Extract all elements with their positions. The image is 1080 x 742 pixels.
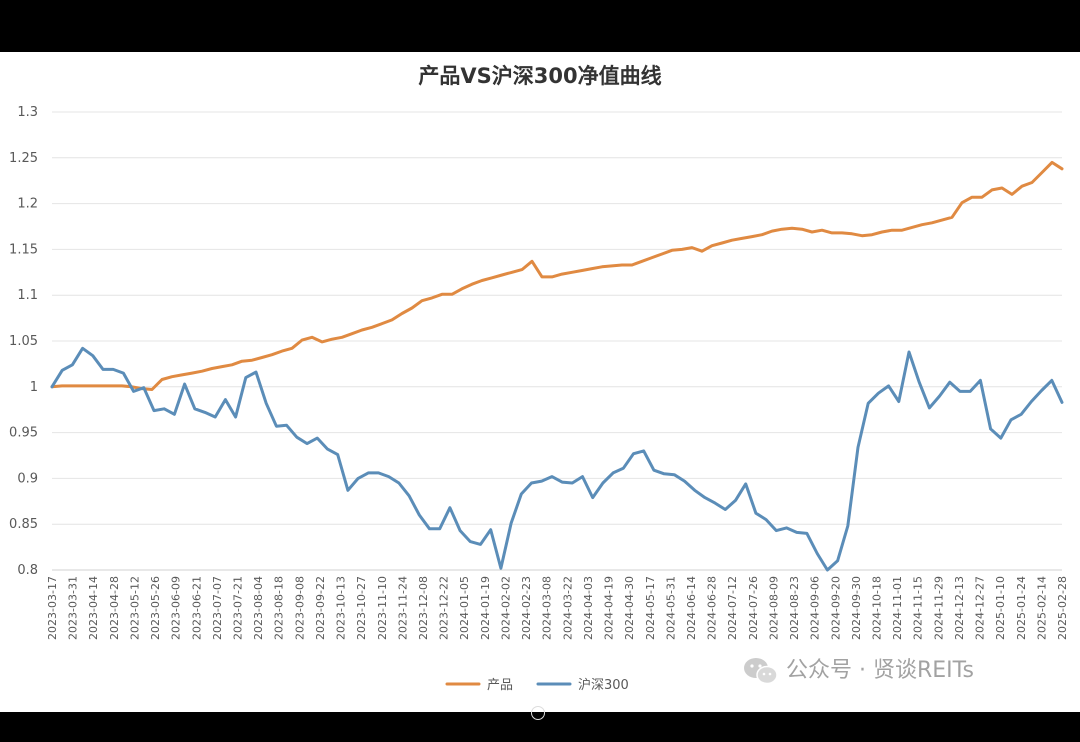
watermark: 公众号 · 贤谈REITs [744, 658, 974, 685]
x-tick-label: 2024-08-09 [767, 576, 780, 640]
x-tick-label: 2023-08-04 [252, 576, 265, 640]
top-black-band [0, 0, 1080, 52]
x-tick-label: 2023-06-09 [170, 576, 183, 640]
x-tick-label: 2024-03-22 [561, 576, 574, 640]
x-tick-label: 2024-05-17 [644, 576, 657, 640]
x-tick-label: 2023-11-10 [376, 576, 389, 640]
y-tick-label: 1.2 [17, 197, 38, 212]
x-tick-label: 2024-09-06 [809, 576, 822, 640]
y-tick-label: 0.85 [9, 517, 38, 532]
y-tick-label: 1.1 [17, 288, 38, 303]
x-tick-label: 2023-08-18 [273, 576, 286, 640]
x-tick-label: 2024-06-28 [706, 576, 719, 640]
bottom-circle-icon [531, 706, 545, 720]
series-lines [50, 160, 1064, 572]
y-tick-label: 1.15 [9, 242, 38, 257]
x-tick-label: 2024-01-05 [458, 576, 471, 640]
x-tick-label: 2023-09-08 [293, 576, 306, 640]
x-tick-label: 2023-07-07 [211, 576, 224, 640]
x-tick-label: 2024-07-26 [747, 576, 760, 640]
y-tick-label: 1.25 [9, 151, 38, 166]
x-tick-label: 2024-03-08 [541, 576, 554, 640]
chart-card [0, 52, 1080, 712]
y-tick-label: 1.3 [17, 105, 38, 120]
y-tick-label: 0.95 [9, 426, 38, 441]
y-tick-label: 1 [30, 380, 38, 395]
x-tick-label: 2023-05-12 [128, 576, 141, 640]
x-tick-label: 2023-11-24 [396, 576, 409, 640]
x-tick-label: 2023-03-31 [67, 576, 80, 640]
x-tick-label: 2025-02-28 [1056, 576, 1069, 640]
x-tick-label: 2025-02-14 [1035, 576, 1048, 640]
x-tick-label: 2023-07-21 [232, 576, 245, 640]
y-tick-label: 0.8 [17, 563, 38, 578]
x-tick-label: 2024-11-15 [912, 576, 925, 640]
x-tick-label: 2024-02-02 [499, 576, 512, 640]
x-tick-label: 2023-10-27 [355, 576, 368, 640]
y-axis-ticks: 1.3 1.25 1.2 1.15 1.1 1.05 1 0.95 0.9 0.85 0.8 [9, 105, 38, 578]
grid-lines [52, 111, 1062, 571]
x-tick-label: 2024-05-31 [664, 576, 677, 640]
x-tick-label: 2024-06-14 [685, 576, 698, 640]
x-tick-label: 2024-07-12 [726, 576, 739, 640]
x-tick-label: 2024-04-19 [603, 576, 616, 640]
legend-label: 产品 [487, 678, 513, 693]
x-tick-label: 2023-06-21 [190, 576, 203, 640]
x-tick-label: 2023-09-22 [314, 576, 327, 640]
legend: 产品 沪深300 [445, 677, 629, 693]
x-tick-label: 2024-10-18 [870, 576, 883, 640]
x-tick-label: 2024-04-30 [623, 576, 636, 640]
x-tick-label: 2025-01-24 [1015, 576, 1028, 640]
x-axis-ticks: 2023-03-17 2023-03-31 2023-04-14 2023-04-28… [46, 576, 1069, 640]
x-tick-label: 2023-04-28 [108, 576, 121, 640]
series-line [50, 160, 1064, 391]
x-tick-label: 2023-04-14 [87, 576, 100, 640]
x-tick-label: 2023-12-22 [438, 576, 451, 640]
x-tick-label: 2024-08-23 [788, 576, 801, 640]
x-tick-label: 2024-04-03 [582, 576, 595, 640]
x-tick-label: 2024-01-19 [479, 576, 492, 640]
x-tick-label: 2023-03-17 [46, 576, 59, 640]
legend-label: 沪深300 [578, 677, 629, 693]
x-tick-label: 2023-05-26 [149, 576, 162, 640]
x-tick-label: 2024-12-27 [974, 576, 987, 640]
x-tick-label: 2024-09-20 [829, 576, 842, 640]
x-tick-label: 2023-12-08 [417, 576, 430, 640]
x-tick-label: 2024-09-30 [850, 576, 863, 640]
x-tick-label: 2025-01-10 [994, 576, 1007, 640]
x-tick-label: 2024-11-29 [932, 576, 945, 640]
y-tick-label: 0.9 [17, 471, 38, 486]
x-tick-label: 2024-02-23 [520, 576, 533, 640]
x-tick-label: 2024-11-01 [891, 576, 904, 640]
series-line [50, 346, 1064, 572]
x-tick-label: 2024-12-13 [953, 576, 966, 640]
chart-title: 产品VS沪深300净值曲线 [418, 64, 661, 88]
y-tick-label: 1.05 [9, 334, 38, 349]
wechat-icon [744, 658, 778, 685]
watermark-text: 公众号 · 贤谈REITs [786, 658, 974, 683]
x-tick-label: 2023-10-13 [335, 576, 348, 640]
